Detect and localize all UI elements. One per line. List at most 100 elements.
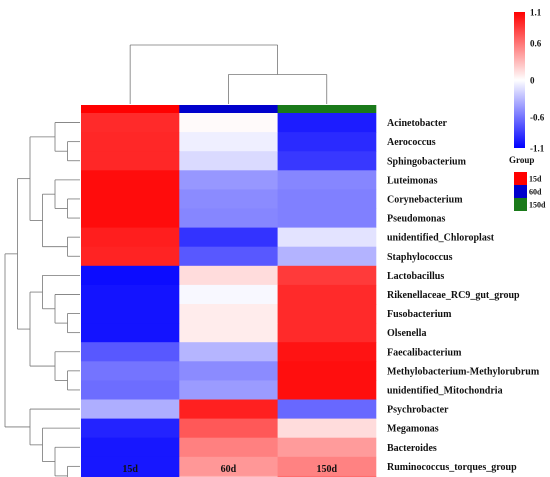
heatmap-cell-luteimonas-150d (277, 170, 377, 190)
group-bar-60d (179, 105, 278, 113)
column-group-bar (81, 105, 377, 113)
column-labels: 15d 60d 150d (122, 464, 337, 475)
heatmap-cell-ruminococcus-torques-group-60d (179, 456, 278, 477)
heatmap-cell-bacteroides-150d (277, 437, 377, 458)
legend-label-15d: 15d (529, 175, 542, 184)
colorbar-tick-label: 1.1 (530, 8, 542, 18)
heatmap-cell-psychrobacter-150d (277, 399, 377, 419)
heatmap-cell-olsenella-15d (81, 323, 180, 343)
colorbar: 1.1 0.6 0 -0.6 -1.1 (514, 8, 545, 154)
heatmap-cell-unidentified-mitochondria-150d (277, 380, 377, 400)
heatmap-cell-fusobacterium-15d (81, 304, 180, 324)
heatmap-cell-staphylococcus-150d (277, 246, 377, 267)
heatmap-cell-psychrobacter-60d (179, 399, 278, 419)
row-label-unidentified-mitochondria: unidentified_Mitochondria (387, 385, 503, 396)
row-label-faecalibacterium: Faecalibacterium (387, 347, 462, 358)
heatmap-cell-luteimonas-15d (81, 170, 180, 190)
heatmap-cell-corynebacterium-150d (277, 189, 377, 209)
heatmap-cell-ruminococcus-torques-group-15d (81, 456, 180, 477)
heatmap-cell-lactobacillus-15d (81, 265, 180, 286)
column-dendrogram (129, 44, 328, 104)
heatmap-cell-pseudomonas-150d (277, 208, 377, 228)
heatmap-cell-fusobacterium-60d (179, 304, 278, 324)
heatmap-cell-rikenellaceae-rc9-gut-group-15d (81, 284, 180, 305)
heatmap-cell-methylobacterium-methylorubrum-15d (81, 361, 180, 381)
row-label-methylobacterium-methylorubrum: Methylobacterium-Methylorubrum (387, 366, 540, 377)
heatmap-cell-psychrobacter-15d (81, 399, 180, 419)
row-label-luteimonas: Luteimonas (387, 175, 438, 186)
colorbar-tick-label: 0.6 (530, 38, 542, 48)
heatmap-cell-pseudomonas-60d (179, 208, 278, 228)
heatmap-cell-rikenellaceae-rc9-gut-group-150d (277, 284, 377, 305)
heatmap-cell-ligilactobacillus-150d (277, 475, 377, 477)
heatmap-cell-corynebacterium-60d (179, 189, 278, 209)
heatmap-cell-methylobacterium-methylorubrum-150d (277, 361, 377, 381)
heatmap-cell-aerococcus-15d (81, 132, 180, 152)
heatmap-cell-ruminococcus-torques-group-150d (277, 456, 377, 477)
group-bar-15d (81, 105, 180, 113)
heatmap-cell-olsenella-150d (277, 323, 377, 343)
row-label-megamonas: Megamonas (387, 424, 439, 435)
heatmap-cell-sphingobacterium-150d (277, 151, 377, 171)
heatmap-cell-megamonas-15d (81, 418, 180, 439)
heatmap-cell-aerococcus-60d (179, 132, 278, 152)
heatmap-cell-unidentified-chloroplast-150d (277, 227, 377, 248)
heatmap-cell-lactobacillus-60d (179, 265, 278, 286)
group-bar-150d (277, 105, 377, 113)
column-label-15d: 15d (122, 464, 138, 475)
heatmap-cell-pseudomonas-15d (81, 208, 180, 228)
legend-swatch-60d (514, 185, 527, 198)
row-label-pseudomonas: Pseudomonas (387, 214, 445, 225)
heatmap-cell-ligilactobacillus-15d (81, 475, 180, 477)
row-label-aerococcus: Aerococcus (387, 137, 436, 148)
row-label-unidentified-chloroplast: unidentified_Chloroplast (387, 233, 495, 244)
heatmap-cell-acinetobacter-15d (81, 113, 180, 133)
heatmap-cell-aerococcus-150d (277, 132, 377, 152)
colorbar-tick-label: -1.1 (530, 144, 545, 154)
row-dendrogram (4, 122, 80, 477)
legend-swatch-15d (514, 172, 527, 185)
heatmap-cell-methylobacterium-methylorubrum-60d (179, 361, 278, 381)
heatmap-cell-unidentified-mitochondria-60d (179, 380, 278, 400)
heatmap-cell-faecalibacterium-15d (81, 342, 180, 362)
colorbar-tick-label: -0.6 (530, 113, 545, 123)
heatmap-cell-faecalibacterium-60d (179, 342, 278, 362)
heatmap-cell-rikenellaceae-rc9-gut-group-60d (179, 284, 278, 305)
legend-swatch-150d (514, 198, 527, 211)
colorbar-gradient (514, 12, 525, 148)
heatmap-cell-sphingobacterium-15d (81, 151, 180, 171)
row-label-sphingobacterium: Sphingobacterium (387, 156, 467, 167)
colorbar-tick-label: 0 (530, 76, 535, 86)
heatmap-cells (81, 113, 377, 477)
heatmap-cell-sphingobacterium-60d (179, 151, 278, 171)
row-label-bacteroides: Bacteroides (387, 443, 437, 454)
heatmap-cell-corynebacterium-15d (81, 189, 180, 209)
heatmap-cell-staphylococcus-15d (81, 246, 180, 267)
row-label-corynebacterium: Corynebacterium (387, 194, 463, 205)
row-label-rikenellaceae-rc9-gut-group: Rikenellaceae_RC9_gut_group (387, 290, 520, 301)
legend-label-150d: 150d (529, 201, 546, 210)
row-label-olsenella: Olsenella (387, 328, 426, 339)
column-label-60d: 60d (221, 464, 237, 475)
column-label-150d: 150d (316, 464, 337, 475)
row-label-fusobacterium: Fusobacterium (387, 309, 452, 320)
heatmap-cell-unidentified-chloroplast-60d (179, 227, 278, 248)
heatmap-cell-olsenella-60d (179, 323, 278, 343)
row-label-psychrobacter: Psychrobacter (387, 405, 449, 416)
row-label-staphylococcus: Staphylococcus (387, 252, 453, 263)
heatmap-cell-unidentified-mitochondria-15d (81, 380, 180, 400)
heatmap-cell-staphylococcus-60d (179, 246, 278, 267)
row-label-acinetobacter: Acinetobacter (387, 118, 448, 129)
heatmap-cell-lactobacillus-150d (277, 265, 377, 286)
legend-label-60d: 60d (529, 188, 542, 197)
heatmap-cell-bacteroides-15d (81, 437, 180, 458)
heatmap-cell-acinetobacter-150d (277, 113, 377, 133)
heatmap-cell-ligilactobacillus-60d (179, 475, 278, 477)
heatmap-cell-acinetobacter-60d (179, 113, 278, 133)
group-legend: Group 15d 60d 150d (509, 155, 546, 211)
row-label-lactobacillus: Lactobacillus (387, 271, 444, 282)
heatmap-cell-faecalibacterium-150d (277, 342, 377, 362)
heatmap-cell-unidentified-chloroplast-15d (81, 227, 180, 248)
heatmap-cell-megamonas-150d (277, 418, 377, 439)
